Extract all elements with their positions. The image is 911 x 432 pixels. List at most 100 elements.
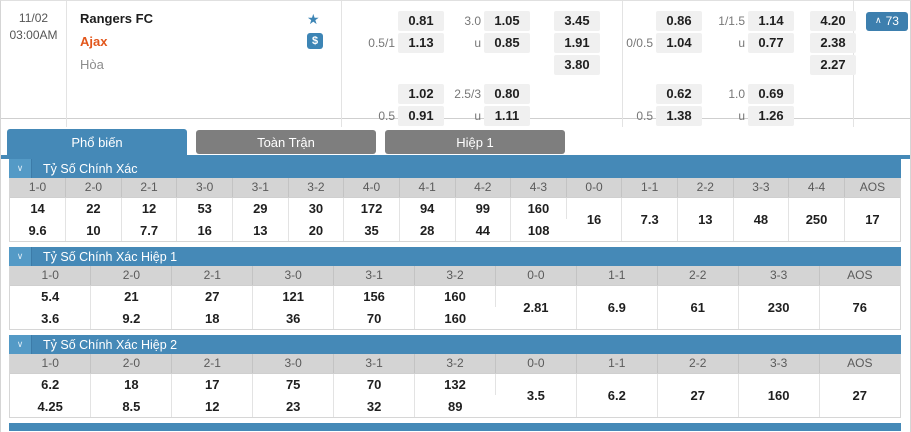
odds-pill-ft-hdp2-home[interactable]: 1.02 [398, 83, 444, 104]
tab-pho-bien[interactable]: Phổ biến [7, 129, 187, 155]
odds-pill-ft-under[interactable]: 0.85 [484, 32, 530, 53]
odds-cell[interactable]: 172 [343, 197, 400, 219]
odds-line-label: 1/1.5 [718, 13, 745, 28]
odds-cell[interactable]: 8.5 [90, 395, 173, 417]
odds-cell[interactable]: 30 [288, 197, 345, 219]
odds-cell[interactable]: 53 [176, 197, 233, 219]
odds-cell[interactable]: 29 [232, 197, 289, 219]
odds-cell[interactable]: 20 [288, 219, 345, 241]
odds-cell[interactable]: 18 [171, 307, 254, 329]
favorite-star-icon[interactable]: ★ [307, 11, 320, 27]
odds-cell[interactable]: 12 [171, 395, 254, 417]
odds-pill-1h-1x2-home[interactable]: 4.20 [810, 10, 856, 31]
odds-pill-1h-hdp2-away[interactable]: 1.38 [656, 105, 702, 126]
odds-pill-ft-hdp-home[interactable]: 0.81 [398, 10, 444, 31]
odds-pill-1h-under[interactable]: 0.77 [748, 32, 794, 53]
odds-cell[interactable]: 22 [65, 197, 122, 219]
odds-cell[interactable]: 89 [414, 395, 496, 417]
odds-pill-ft-over2[interactable]: 0.80 [484, 83, 530, 104]
odds-cell[interactable]: 28 [399, 219, 456, 241]
odds-cell[interactable]: 3.6 [10, 307, 92, 329]
odds-cell[interactable]: 160 [414, 285, 496, 307]
odds-cell[interactable]: 160 [414, 307, 496, 329]
odds-cell[interactable]: 132 [414, 373, 496, 395]
odds-cell[interactable]: 35 [343, 219, 400, 241]
odds-cell[interactable]: 70 [333, 373, 416, 395]
odds-cell[interactable]: 6.2 [10, 373, 92, 395]
collapse-chevron-icon[interactable]: ∨ [9, 247, 32, 266]
tab-hiep-1[interactable]: Hiệp 1 [385, 130, 565, 154]
odds-cell[interactable]: 9.2 [90, 307, 173, 329]
cash-out-dollar-icon[interactable]: $ [307, 33, 323, 49]
section-header[interactable]: ∨ Tỷ Số Chính Xác [9, 159, 901, 178]
odds-pill-1h-1x2-away[interactable]: 2.38 [810, 32, 856, 53]
odds-pill-1h-hdp-away[interactable]: 1.04 [656, 32, 702, 53]
odds-cell[interactable]: 23 [252, 395, 335, 417]
odds-cell[interactable]: 18 [90, 373, 173, 395]
odds-cell[interactable]: 108 [510, 219, 567, 241]
odds-cell[interactable]: 27 [819, 373, 900, 417]
odds-pill-ft-1x2-away[interactable]: 1.91 [554, 32, 600, 53]
odds-cell[interactable]: 250 [788, 197, 845, 241]
section-header[interactable]: ∨ Tỷ Số Chính Xác Hiệp 2 [9, 335, 901, 354]
markets-count-badge[interactable]: ∧ 73 [866, 11, 908, 31]
collapse-chevron-icon[interactable]: ∨ [9, 159, 32, 178]
odds-pill-1h-1x2-draw[interactable]: 2.27 [810, 54, 856, 75]
odds-line-label: u [738, 35, 745, 50]
odds-pill-1h-hdp2-home[interactable]: 0.62 [656, 83, 702, 104]
odds-cell[interactable]: 3.5 [495, 373, 577, 417]
collapse-chevron-icon[interactable]: ∨ [9, 335, 32, 354]
odds-cell[interactable]: 27 [171, 285, 254, 307]
odds-cell[interactable]: 14 [10, 197, 67, 219]
odds-cell[interactable]: 27 [657, 373, 739, 417]
odds-cell[interactable]: 70 [333, 307, 416, 329]
odds-cell[interactable]: 2.81 [495, 285, 577, 329]
odds-cell[interactable]: 160 [510, 197, 567, 219]
score-column-header: 1-0 [10, 354, 92, 374]
odds-cell[interactable]: 75 [252, 373, 335, 395]
odds-cell[interactable]: 6.2 [576, 373, 658, 417]
teams-cell[interactable]: Rangers FC Ajax Hòa ★ $ [67, 1, 342, 127]
odds-cell[interactable]: 156 [333, 285, 416, 307]
odds-cell[interactable]: 21 [90, 285, 173, 307]
odds-cell[interactable]: 17 [171, 373, 254, 395]
odds-cell[interactable]: 9.6 [10, 219, 67, 241]
odds-cell[interactable]: 61 [657, 285, 739, 329]
odds-pill-1h-hdp-home[interactable]: 0.86 [656, 10, 702, 31]
odds-pill-ft-1x2-home[interactable]: 3.45 [554, 10, 600, 31]
odds-cell[interactable]: 32 [333, 395, 416, 417]
odds-cell[interactable]: 6.9 [576, 285, 658, 329]
odds-cell[interactable]: 99 [455, 197, 512, 219]
odds-cell[interactable]: 44 [455, 219, 512, 241]
odds-cell[interactable]: 17 [844, 197, 900, 241]
odds-cell[interactable]: 13 [677, 197, 734, 241]
odds-cell[interactable]: 230 [738, 285, 820, 329]
tab-toan-tran[interactable]: Toàn Trận [196, 130, 376, 154]
odds-cell[interactable]: 4.25 [10, 395, 92, 417]
odds-cell[interactable]: 160 [738, 373, 820, 417]
odds-cell[interactable]: 10 [65, 219, 122, 241]
odds-pill-1h-under2[interactable]: 1.26 [748, 105, 794, 126]
odds-pill-ft-under2[interactable]: 1.11 [484, 105, 530, 126]
odds-cell[interactable]: 5.4 [10, 285, 92, 307]
odds-cell[interactable]: 7.3 [621, 197, 678, 241]
odds-cell[interactable]: 121 [252, 285, 335, 307]
odds-cell[interactable]: 12 [121, 197, 178, 219]
odds-cell[interactable]: 76 [819, 285, 900, 329]
odds-pill-ft-hdp2-away[interactable]: 0.91 [398, 105, 444, 126]
odds-cell[interactable]: 7.7 [121, 219, 178, 241]
odds-pill-ft-1x2-draw[interactable]: 3.80 [554, 54, 600, 75]
match-datetime: 11/02 03:00AM [1, 1, 67, 127]
odds-pill-1h-over2[interactable]: 0.69 [748, 83, 794, 104]
odds-cell[interactable]: 16 [176, 219, 233, 241]
odds-pill-ft-hdp-away[interactable]: 1.13 [398, 32, 444, 53]
section-header[interactable]: ∨ Tỷ Số Chính Xác Hiệp 1 [9, 247, 901, 266]
odds-cell[interactable]: 48 [733, 197, 790, 241]
odds-cell[interactable]: 36 [252, 307, 335, 329]
odds-row: 3.80 [342, 54, 622, 75]
odds-pill-ft-over[interactable]: 1.05 [484, 10, 530, 31]
odds-cell[interactable]: 94 [399, 197, 456, 219]
odds-cell[interactable]: 16 [566, 197, 623, 241]
odds-cell[interactable]: 13 [232, 219, 289, 241]
odds-pill-1h-over[interactable]: 1.14 [748, 10, 794, 31]
